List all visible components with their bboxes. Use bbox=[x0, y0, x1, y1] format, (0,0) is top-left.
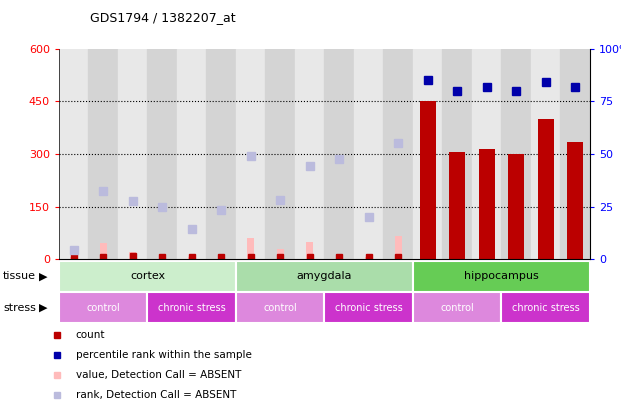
Bar bbox=[335, 258, 343, 259]
Bar bbox=[177, 49, 206, 259]
Bar bbox=[295, 49, 324, 259]
Text: chronic stress: chronic stress bbox=[158, 303, 225, 313]
Bar bbox=[508, 154, 524, 259]
Bar bbox=[206, 49, 236, 259]
Bar bbox=[394, 237, 402, 259]
Bar bbox=[236, 261, 413, 292]
Bar bbox=[59, 261, 236, 292]
Bar bbox=[472, 49, 501, 259]
Text: percentile rank within the sample: percentile rank within the sample bbox=[76, 350, 252, 360]
Bar bbox=[88, 49, 118, 259]
Bar bbox=[479, 149, 495, 259]
Text: control: control bbox=[86, 303, 120, 313]
Bar bbox=[247, 238, 255, 259]
Text: chronic stress: chronic stress bbox=[512, 303, 579, 313]
Text: cortex: cortex bbox=[130, 271, 165, 281]
Bar bbox=[413, 261, 590, 292]
Text: control: control bbox=[263, 303, 297, 313]
Bar bbox=[236, 292, 324, 323]
Bar bbox=[324, 49, 354, 259]
Bar bbox=[158, 254, 166, 259]
Bar bbox=[217, 258, 225, 259]
Text: stress: stress bbox=[3, 303, 36, 313]
Text: amygdala: amygdala bbox=[297, 271, 352, 281]
Bar bbox=[129, 252, 137, 259]
Bar bbox=[118, 49, 147, 259]
Bar bbox=[560, 49, 590, 259]
Bar bbox=[538, 119, 554, 259]
Bar bbox=[70, 258, 78, 259]
Bar bbox=[354, 49, 383, 259]
Bar bbox=[449, 152, 465, 259]
Text: rank, Detection Call = ABSENT: rank, Detection Call = ABSENT bbox=[76, 390, 236, 400]
Bar bbox=[413, 49, 442, 259]
Bar bbox=[147, 49, 177, 259]
Bar bbox=[442, 49, 472, 259]
Bar bbox=[531, 49, 560, 259]
Text: control: control bbox=[440, 303, 474, 313]
Text: GDS1794 / 1382207_at: GDS1794 / 1382207_at bbox=[90, 11, 236, 24]
Bar bbox=[306, 242, 314, 259]
Bar bbox=[147, 292, 236, 323]
Bar bbox=[420, 101, 436, 259]
Bar bbox=[236, 49, 265, 259]
Bar bbox=[276, 249, 284, 259]
Text: tissue: tissue bbox=[3, 271, 36, 281]
Text: chronic stress: chronic stress bbox=[335, 303, 402, 313]
Text: count: count bbox=[76, 330, 106, 340]
Bar bbox=[501, 292, 590, 323]
Bar bbox=[501, 49, 531, 259]
Bar bbox=[59, 49, 88, 259]
Bar bbox=[365, 258, 373, 259]
Text: ▶: ▶ bbox=[39, 271, 47, 281]
Bar bbox=[567, 142, 583, 259]
Text: hippocampus: hippocampus bbox=[464, 271, 539, 281]
Bar bbox=[265, 49, 295, 259]
Text: value, Detection Call = ABSENT: value, Detection Call = ABSENT bbox=[76, 370, 241, 380]
Text: ▶: ▶ bbox=[39, 303, 47, 313]
Bar bbox=[383, 49, 413, 259]
Bar bbox=[324, 292, 413, 323]
Bar bbox=[99, 243, 107, 259]
Bar bbox=[59, 292, 147, 323]
Bar bbox=[188, 258, 196, 259]
Bar bbox=[413, 292, 501, 323]
